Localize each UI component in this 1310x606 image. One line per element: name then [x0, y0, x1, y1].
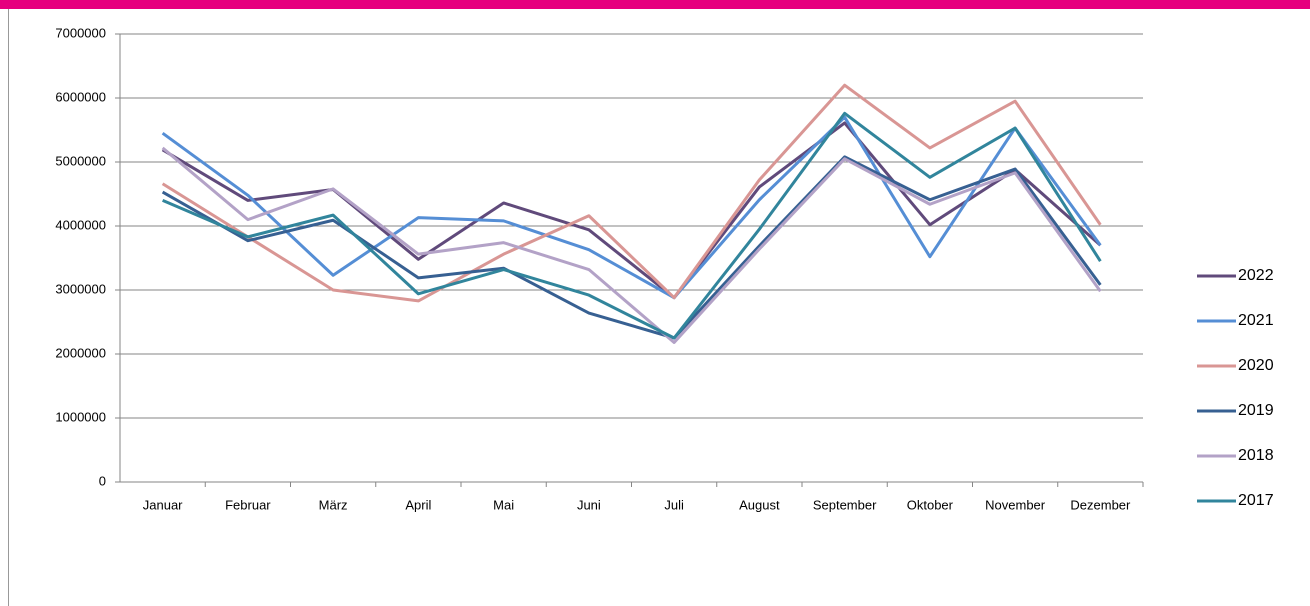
x-tick-label: September [813, 497, 877, 512]
y-tick-label: 2000000 [55, 345, 106, 360]
x-tick-label: März [319, 497, 348, 512]
y-tick-label: 5000000 [55, 153, 106, 168]
x-tick-label: Mai [493, 497, 514, 512]
x-tick-label: Dezember [1070, 497, 1131, 512]
series-line [162, 111, 1102, 340]
x-tick-label: Juni [577, 497, 601, 512]
x-tick-label: Januar [143, 497, 183, 512]
legend-label: 2020 [1238, 357, 1274, 374]
legend-label: 2019 [1238, 402, 1274, 419]
x-tick-label: Juli [664, 497, 684, 512]
y-tick-label: 3000000 [55, 281, 106, 296]
y-tick-label: 6000000 [55, 89, 106, 104]
legend-label: 2017 [1238, 492, 1274, 509]
series-line [161, 146, 1102, 344]
legend-label: 2018 [1238, 447, 1274, 464]
series-line [161, 155, 1102, 340]
x-tick-label: Februar [225, 497, 271, 512]
series-line [161, 115, 1102, 300]
y-tick-label: 1000000 [55, 409, 106, 424]
series-line [161, 121, 1102, 300]
header-bar [0, 0, 1310, 9]
y-tick-label: 0 [99, 473, 106, 488]
x-tick-label: August [739, 497, 780, 512]
y-tick-label: 7000000 [55, 25, 106, 40]
series-line [161, 83, 1102, 303]
x-tick-label: November [985, 497, 1046, 512]
legend-label: 2021 [1238, 312, 1274, 329]
x-tick-label: April [405, 497, 431, 512]
x-tick-label: Oktober [907, 497, 954, 512]
legend-label: 2022 [1238, 267, 1274, 284]
y-tick-label: 4000000 [55, 217, 106, 232]
